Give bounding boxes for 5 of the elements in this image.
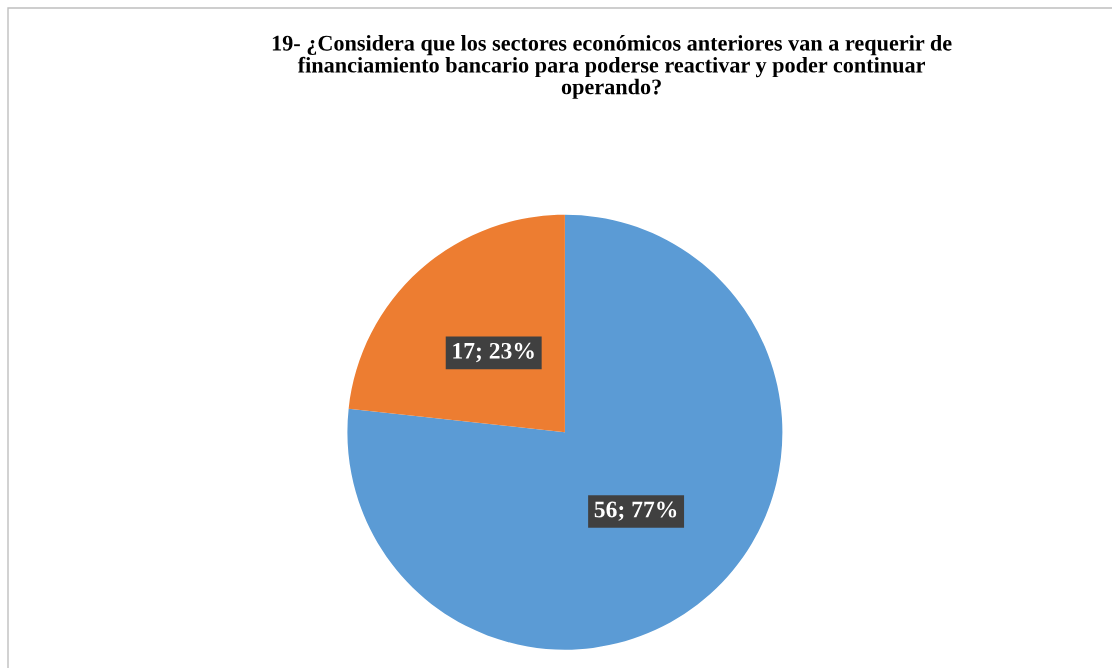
data-label: 17; 23% — [453, 342, 534, 363]
pie-slice — [348, 214, 565, 433]
pie-slice — [347, 214, 783, 650]
chart-title: 19- ¿Considera que los sectores económicos anteriores van a requerir de financiamiento bancario para poderse reactivar y poder continuar operando? — [272, 35, 952, 99]
data-label: 56; 77% — [594, 501, 677, 521]
